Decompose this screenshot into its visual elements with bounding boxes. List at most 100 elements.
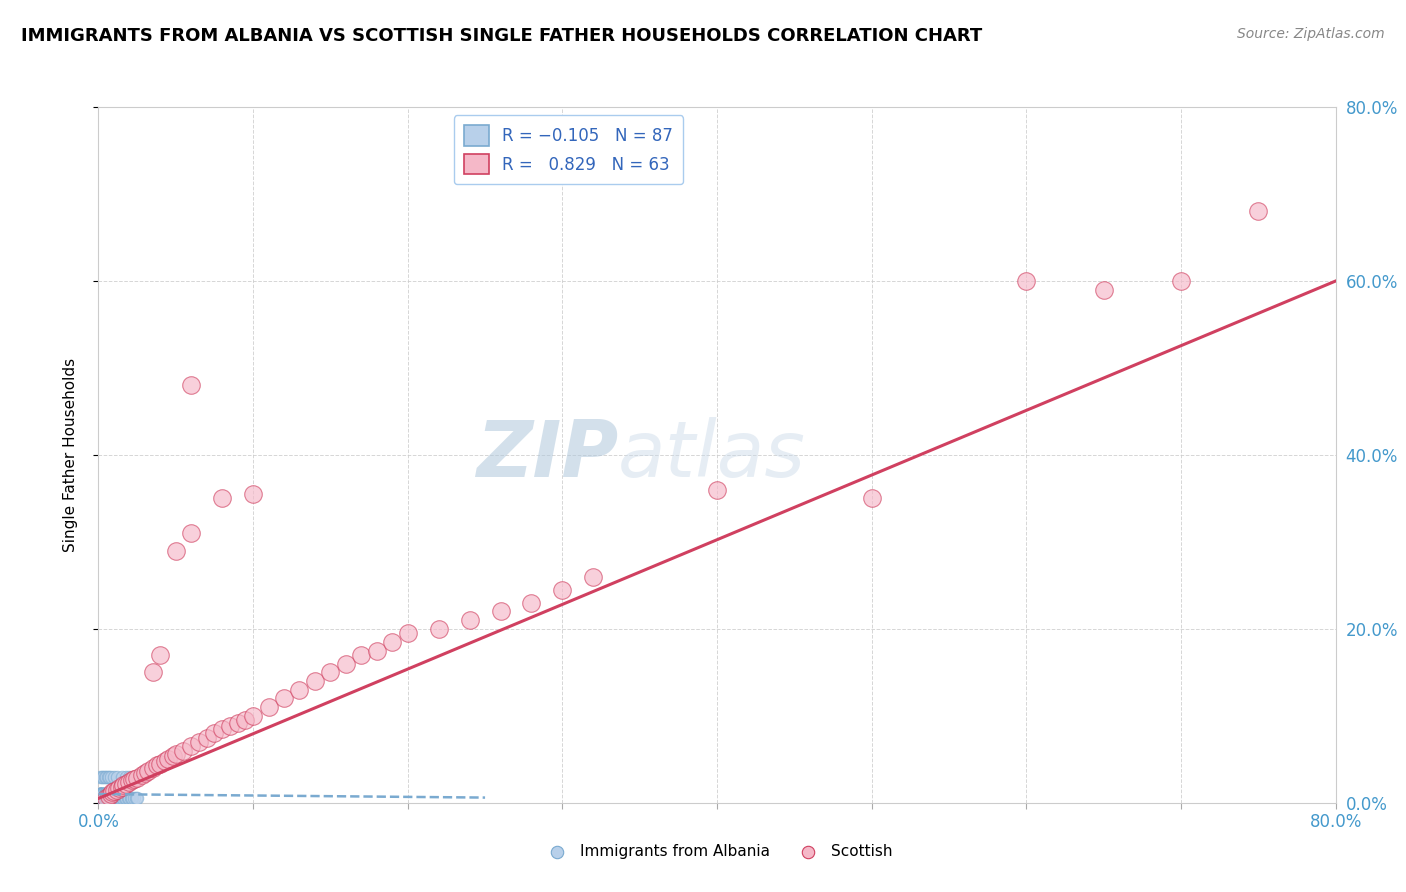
Point xyxy=(173,744,195,758)
Point xyxy=(115,770,138,784)
Point xyxy=(121,773,143,788)
Point xyxy=(105,791,128,805)
Point xyxy=(105,782,128,797)
Point xyxy=(89,770,111,784)
Point xyxy=(235,713,257,727)
Point xyxy=(97,791,120,805)
Text: atlas: atlas xyxy=(619,417,806,493)
Point xyxy=(115,777,138,791)
Point xyxy=(180,378,202,392)
Point xyxy=(90,787,112,801)
Point xyxy=(131,768,153,782)
Point xyxy=(90,787,112,801)
Point xyxy=(149,756,172,771)
Point xyxy=(91,787,114,801)
Point xyxy=(97,787,120,801)
Point xyxy=(101,785,124,799)
Point xyxy=(1092,283,1115,297)
Point xyxy=(195,731,218,745)
Point xyxy=(103,787,125,801)
Y-axis label: Single Father Households: Single Father Households xyxy=(63,358,77,552)
Point xyxy=(1247,204,1270,219)
Point xyxy=(89,787,111,801)
Point xyxy=(122,772,145,787)
Point xyxy=(108,791,131,805)
Point xyxy=(103,791,125,805)
Point xyxy=(89,787,111,801)
Point xyxy=(97,770,120,784)
Point xyxy=(98,791,121,805)
Point xyxy=(706,483,728,497)
Point xyxy=(112,778,135,792)
Point xyxy=(108,787,131,801)
Point xyxy=(89,791,111,805)
Point xyxy=(90,770,112,784)
Point xyxy=(114,791,136,805)
Point xyxy=(219,719,242,733)
Point xyxy=(396,626,419,640)
Point xyxy=(104,787,127,801)
Point xyxy=(101,787,124,801)
Point xyxy=(153,754,176,768)
Point xyxy=(89,787,111,801)
Point xyxy=(162,748,184,763)
Point xyxy=(91,770,114,784)
Point xyxy=(96,791,118,805)
Point xyxy=(111,770,134,784)
Point xyxy=(127,791,149,805)
Point xyxy=(122,791,145,805)
Point xyxy=(118,791,141,805)
Point xyxy=(98,770,121,784)
Point xyxy=(257,700,280,714)
Point xyxy=(551,582,574,597)
Point xyxy=(146,758,169,772)
Text: Source: ZipAtlas.com: Source: ZipAtlas.com xyxy=(1237,27,1385,41)
Point xyxy=(93,787,115,801)
Point xyxy=(90,787,112,801)
Point xyxy=(165,543,187,558)
Point xyxy=(96,787,118,801)
Point xyxy=(127,771,149,785)
Point xyxy=(90,787,112,801)
Point xyxy=(100,770,122,784)
Point xyxy=(304,674,326,689)
Point xyxy=(204,726,226,740)
Point xyxy=(319,665,342,680)
Point xyxy=(98,787,121,801)
Point xyxy=(273,691,295,706)
Point xyxy=(142,665,165,680)
Point xyxy=(118,770,141,784)
Point xyxy=(107,787,129,801)
Point xyxy=(93,791,115,805)
Point xyxy=(98,791,121,805)
Point xyxy=(136,764,159,779)
Point xyxy=(427,622,450,636)
Legend: Immigrants from Albania, Scottish: Immigrants from Albania, Scottish xyxy=(536,838,898,864)
Point xyxy=(149,648,172,662)
Point xyxy=(180,739,202,754)
Point xyxy=(91,791,114,805)
Point xyxy=(381,635,404,649)
Point xyxy=(115,791,138,805)
Point xyxy=(91,787,114,801)
Point xyxy=(180,526,202,541)
Point xyxy=(242,487,264,501)
Point xyxy=(188,735,211,749)
Point xyxy=(366,643,388,657)
Point xyxy=(89,787,111,801)
Point xyxy=(89,787,111,801)
Point xyxy=(582,570,605,584)
Point xyxy=(93,791,115,805)
Point xyxy=(335,657,357,671)
Point xyxy=(124,791,146,805)
Point xyxy=(93,787,115,801)
Point xyxy=(120,791,142,805)
Point xyxy=(90,787,112,801)
Point xyxy=(211,722,233,736)
Point xyxy=(100,787,122,801)
Point xyxy=(103,791,125,805)
Point xyxy=(89,787,111,801)
Point xyxy=(96,791,118,805)
Point xyxy=(105,770,128,784)
Text: IMMIGRANTS FROM ALBANIA VS SCOTTISH SINGLE FATHER HOUSEHOLDS CORRELATION CHART: IMMIGRANTS FROM ALBANIA VS SCOTTISH SING… xyxy=(21,27,983,45)
